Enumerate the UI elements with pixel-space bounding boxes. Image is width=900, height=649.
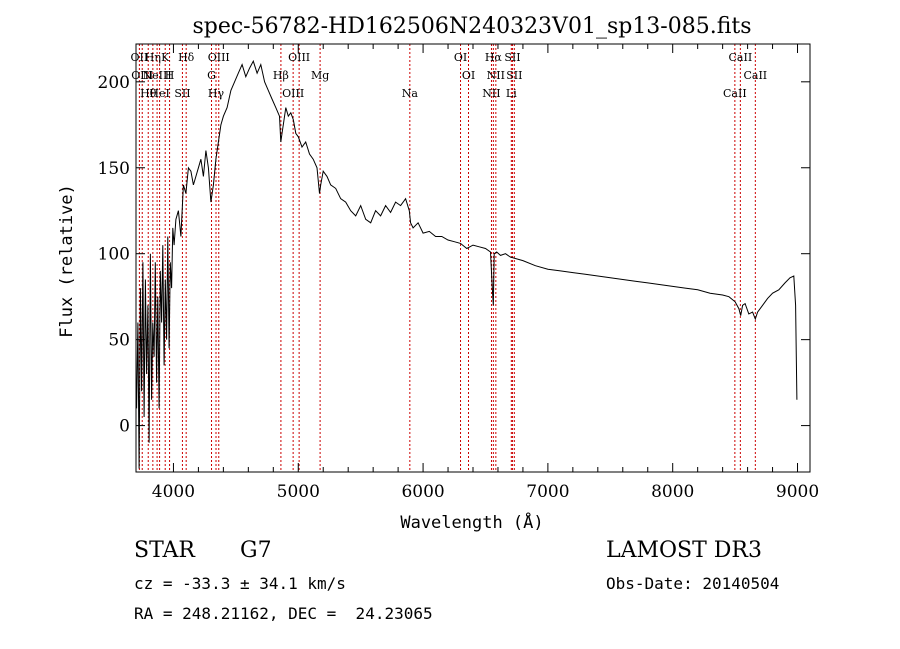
x-tick-label: 6000: [401, 482, 444, 502]
x-axis-label: Wavelength (Å): [400, 511, 543, 533]
line-marker-label: OIII: [208, 51, 230, 64]
line-marker-label: H: [165, 69, 175, 82]
line-marker-label: SII: [174, 87, 190, 100]
x-tick-label: 9000: [776, 482, 819, 502]
coordinates-text: RA = 248.21162, DEC = 24.23065: [134, 604, 433, 623]
class-label: STAR: [134, 538, 195, 563]
line-marker-label: Hθ: [140, 87, 157, 100]
line-marker-label: G: [207, 69, 216, 82]
line-marker-label: OIII: [288, 51, 310, 64]
line-marker-label: CaII: [743, 69, 767, 82]
y-tick-label: 200: [98, 73, 130, 93]
line-marker-label: Li: [506, 87, 517, 100]
obs-date-text: Obs-Date: 20140504: [606, 574, 780, 593]
line-marker-label: K: [161, 51, 170, 64]
survey-label: LAMOST DR3: [606, 538, 762, 563]
y-tick-label: 100: [98, 245, 130, 265]
line-marker-label: NII: [482, 87, 500, 100]
y-axis-label: Flux (relative): [57, 184, 77, 338]
y-tick-label: 150: [98, 159, 130, 179]
line-markers: [138, 44, 756, 472]
x-axis-ticks: 4000 5000 6000 7000 8000 9000: [152, 44, 819, 502]
line-marker-label: Hη: [145, 51, 161, 64]
line-marker-label: Na: [402, 87, 419, 100]
x-tick-label: 8000: [651, 482, 694, 502]
redshift-text: cz = -33.3 ± 34.1 km/s: [134, 574, 346, 593]
line-marker-label: Hδ: [178, 51, 195, 64]
line-marker-label: OI: [454, 51, 467, 64]
line-marker-label: Hβ: [273, 69, 289, 82]
line-marker-label: HeI: [149, 87, 169, 100]
x-tick-label: 5000: [277, 482, 320, 502]
line-marker-label: OIII: [282, 87, 304, 100]
line-marker-labels: OII OIII Hθ Hη NeIII HeI KH SII Hδ G Hγ OIII Hβ OIII O…: [131, 51, 768, 100]
line-marker-label: CaII: [723, 87, 747, 100]
line-marker-label: CaII: [729, 51, 753, 64]
y-axis-ticks: 0 50 100 150 200: [98, 73, 810, 437]
chart-title: spec-56782-HD162506N240323V01_sp13-085.f…: [192, 14, 751, 39]
line-marker-label: SII: [504, 51, 520, 64]
x-tick-label: 7000: [526, 482, 569, 502]
line-marker-label: OI: [462, 69, 475, 82]
plot-frame: [135, 43, 811, 473]
spectrum-line: [136, 59, 798, 469]
y-tick-label: 0: [119, 417, 130, 437]
x-tick-label: 4000: [152, 482, 195, 502]
line-marker-label: OIII: [131, 69, 153, 82]
line-marker-label: NeIII: [143, 69, 172, 82]
line-marker-label: SII: [506, 69, 522, 82]
line-marker-label: NII: [487, 69, 505, 82]
y-tick-label: 50: [108, 331, 130, 351]
line-marker-label: Hα: [485, 51, 503, 64]
subclass-label: G7: [240, 538, 272, 563]
line-marker-label: OII: [131, 51, 149, 64]
line-marker-label: Hγ: [208, 87, 225, 100]
line-marker-label: Mg: [311, 69, 329, 82]
